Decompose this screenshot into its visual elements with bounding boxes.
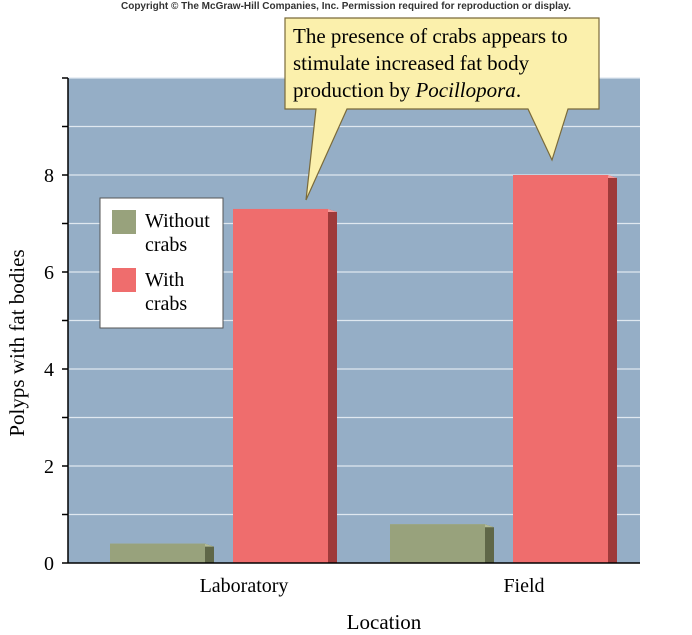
y-tick-labels: 0 2 4 6 8 bbox=[44, 165, 54, 575]
y-axis-title: Polyps with fat bodies bbox=[5, 249, 29, 436]
bars bbox=[110, 175, 617, 563]
y-tick-label: 0 bbox=[44, 553, 54, 575]
legend: Without crabs With crabs bbox=[99, 197, 224, 329]
legend-label-without-crabs: Without crabs bbox=[145, 210, 210, 256]
bar bbox=[390, 524, 485, 563]
bar bbox=[110, 543, 205, 563]
callout-line-3: production by Pocillopora. bbox=[293, 78, 521, 102]
bar-side bbox=[205, 543, 214, 563]
callout-bubble bbox=[284, 17, 600, 201]
x-axis-title: Location bbox=[347, 610, 422, 634]
bar bbox=[513, 175, 608, 563]
callout-line-2: stimulate increased fat body bbox=[293, 51, 530, 75]
y-tick-label: 8 bbox=[44, 165, 54, 187]
x-tick-labels: Laboratory Field bbox=[200, 575, 545, 597]
y-tick-label: 4 bbox=[44, 359, 54, 381]
callout-annotation: The presence of crabs appears to stimula… bbox=[284, 17, 600, 201]
y-tick-label: 6 bbox=[44, 262, 54, 284]
y-tick-label: 2 bbox=[44, 456, 54, 478]
x-tick-label: Field bbox=[503, 575, 544, 597]
copyright-notice: Copyright © The McGraw-Hill Companies, I… bbox=[120, 1, 572, 12]
legend-swatch-with-crabs bbox=[112, 268, 136, 292]
bar-side bbox=[328, 208, 337, 563]
legend-swatch-without-crabs bbox=[112, 210, 136, 234]
callout-line-1: The presence of crabs appears to bbox=[293, 24, 568, 48]
legend-label-with-crabs: With crabs bbox=[145, 269, 187, 315]
bar bbox=[233, 208, 328, 563]
axes bbox=[62, 77, 640, 564]
bar-side bbox=[608, 175, 617, 563]
bar-side bbox=[485, 524, 494, 563]
x-tick-label: Laboratory bbox=[200, 575, 289, 597]
